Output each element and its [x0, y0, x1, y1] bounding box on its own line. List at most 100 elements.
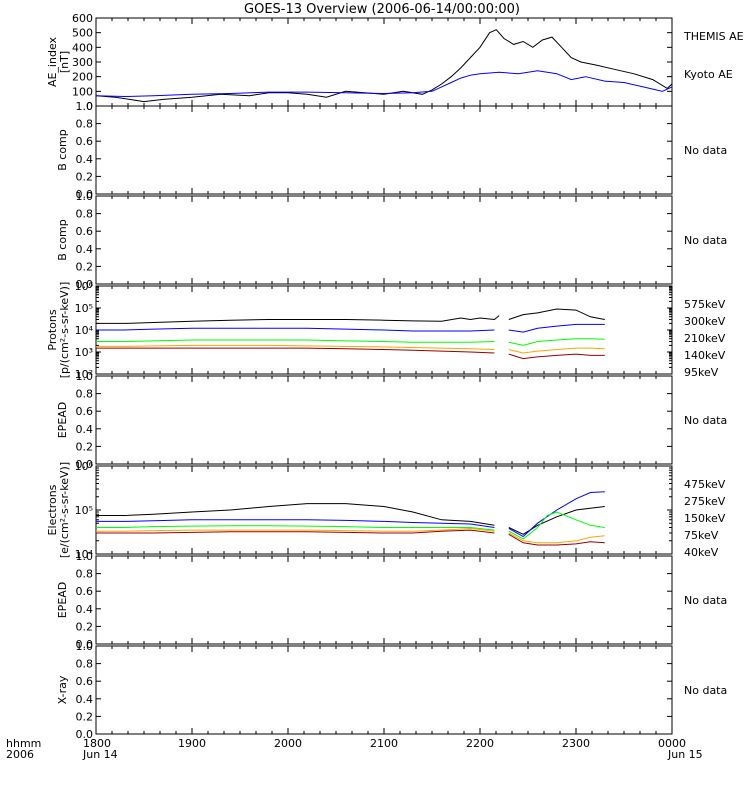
panel-frame: [95, 375, 673, 465]
x-tick-label: 2300: [562, 737, 590, 750]
y-tick-label: 0.4: [76, 153, 94, 166]
legend-entry: 275keV: [684, 495, 726, 508]
y-tick-label: 0.6: [76, 585, 94, 598]
y-tick-label: 0.6: [76, 225, 94, 238]
legend-entry: 75keV: [684, 529, 719, 542]
x-tick-label: 2000: [274, 737, 302, 750]
y-axis-label: Electrons: [46, 484, 59, 535]
y-tick-label: 0.2: [76, 710, 94, 723]
y-tick-label: 10³: [75, 346, 93, 359]
no-data-label: No data: [684, 684, 727, 697]
x-tick-label: 1900: [178, 737, 206, 750]
legend-entry: 300keV: [684, 315, 726, 328]
y-tick-label: 10⁵: [75, 302, 93, 315]
y-tick-label: 1.0: [76, 100, 94, 113]
panel-frame: [95, 645, 673, 735]
legend-entry: 150keV: [684, 512, 726, 525]
series-line-1: [96, 491, 605, 538]
panel-frame: [95, 105, 673, 195]
no-data-label: No data: [684, 594, 727, 607]
y-tick-label: 0.4: [76, 423, 94, 436]
panel-frame: [95, 465, 673, 555]
y-tick-label: 10⁶: [75, 280, 94, 293]
panel-2: 0.0 0.2 0.4 0.6 0.8 1.0 B comp No data: [56, 190, 727, 291]
figure-title: GOES-13 Overview (2006-06-14/00:00:00): [244, 2, 520, 17]
series-line-2: [96, 511, 605, 540]
y-axis-label: EPEAD: [56, 402, 69, 439]
y-axis-label: [e/(cm²-s-sr-keV)]: [58, 462, 71, 558]
y-axis-label: [p/(cm²-s-sr-keV)]: [58, 282, 71, 379]
y-tick-label: 0.8: [76, 208, 94, 221]
y-tick-label: 10⁴: [75, 324, 94, 337]
x-tick-label: 0000: [658, 737, 686, 750]
y-tick-label: 0.0: [76, 458, 94, 471]
series-line-3: [96, 527, 605, 544]
x-tick-label: 2200: [466, 737, 494, 750]
y-tick-label: 10⁶: [75, 460, 94, 473]
panel-frame: [95, 555, 673, 645]
y-tick-label: 0.0: [76, 728, 94, 741]
series-line-0: [96, 308, 605, 324]
y-tick-label: 10⁵: [75, 504, 93, 517]
panel-6: 0.0 0.2 0.4 0.6 0.8 1.0 EPEAD No data: [56, 550, 727, 651]
y-axis-label: B comp: [56, 219, 69, 261]
y-tick-label: 0.2: [76, 620, 94, 633]
y-tick-label: 0.8: [76, 118, 94, 131]
panel-1: 0.0 0.2 0.4 0.6 0.8 1.0 B comp No data: [56, 100, 727, 201]
y-tick-label: 400: [72, 41, 93, 54]
date-label-start: Jun 14: [82, 748, 118, 761]
y-axis-label: X-ray: [56, 675, 69, 704]
y-tick-label: 1.0: [76, 190, 94, 203]
panel-frame: [95, 17, 673, 107]
y-axis-label: Protons: [46, 309, 59, 350]
no-data-label: No data: [684, 414, 727, 427]
y-tick-label: 0.6: [76, 675, 94, 688]
legend-entry: 575keV: [684, 298, 726, 311]
y-tick-label: 0.6: [76, 135, 94, 148]
panel-4: 0.0 0.2 0.4 0.6 0.8 1.0 EPEAD No data: [56, 370, 727, 471]
y-axis-label: B comp: [56, 129, 69, 171]
y-tick-label: 0.8: [76, 388, 94, 401]
y-tick-label: 0.8: [76, 568, 94, 581]
series-line-0: [95, 29, 673, 103]
y-tick-label: 0.2: [76, 260, 94, 273]
no-data-label: No data: [684, 234, 727, 247]
y-tick-label: 0.0: [76, 188, 94, 201]
panel-3: 10² 10³ 10⁴ 10⁵ 10⁶ Protons [p/(cm²-s-sr-keV)]…: [46, 280, 726, 381]
y-tick-label: 10⁴: [75, 548, 94, 561]
panel-7: 0.0 0.2 0.4 0.6 0.8 1.0 X-ray No data: [56, 640, 727, 741]
series-line-0: [96, 503, 605, 535]
no-data-label: No data: [684, 144, 727, 157]
panel-5: 10⁴ 10⁵ 10⁶ Electrons [e/(cm²-s-sr-keV)] 475k…: [46, 460, 726, 561]
y-axis-label: [nT]: [58, 51, 71, 73]
time-row-label-hhmm: hhmm: [6, 737, 41, 750]
y-tick-label: 0.0: [76, 278, 94, 291]
y-tick-label: 1.0: [76, 550, 94, 563]
y-tick-label: 500: [72, 27, 93, 40]
series-line-3: [96, 344, 605, 354]
y-tick-label: 0.4: [76, 693, 94, 706]
y-tick-label: 100: [72, 85, 93, 98]
y-tick-label: 10²: [75, 368, 93, 381]
y-tick-label: 0.4: [76, 603, 94, 616]
series-line-1: [95, 70, 673, 98]
date-label-end: Jun 15: [667, 748, 703, 761]
legend-entry: 40keV: [684, 546, 719, 559]
y-tick-label: 0: [86, 100, 93, 113]
legend-entry: 95keV: [684, 366, 719, 379]
y-tick-label: 1.0: [76, 370, 94, 383]
x-tick-label: 1800: [83, 737, 111, 750]
y-tick-label: 0.0: [76, 638, 94, 651]
y-tick-label: 0.6: [76, 405, 94, 418]
x-tick-label: 2100: [370, 737, 398, 750]
panel-frame: [95, 195, 673, 285]
legend-entry: 210keV: [684, 332, 726, 345]
y-tick-label: 1.0: [76, 640, 94, 653]
y-axis-label: EPEAD: [56, 582, 69, 619]
legend-entry: Kyoto AE: [684, 68, 733, 81]
y-tick-label: 0.4: [76, 243, 94, 256]
series-line-1: [96, 323, 605, 333]
time-axis: hhmm 2006 Jun 14 Jun 15 1800 1900 2000 2100…: [6, 737, 703, 761]
